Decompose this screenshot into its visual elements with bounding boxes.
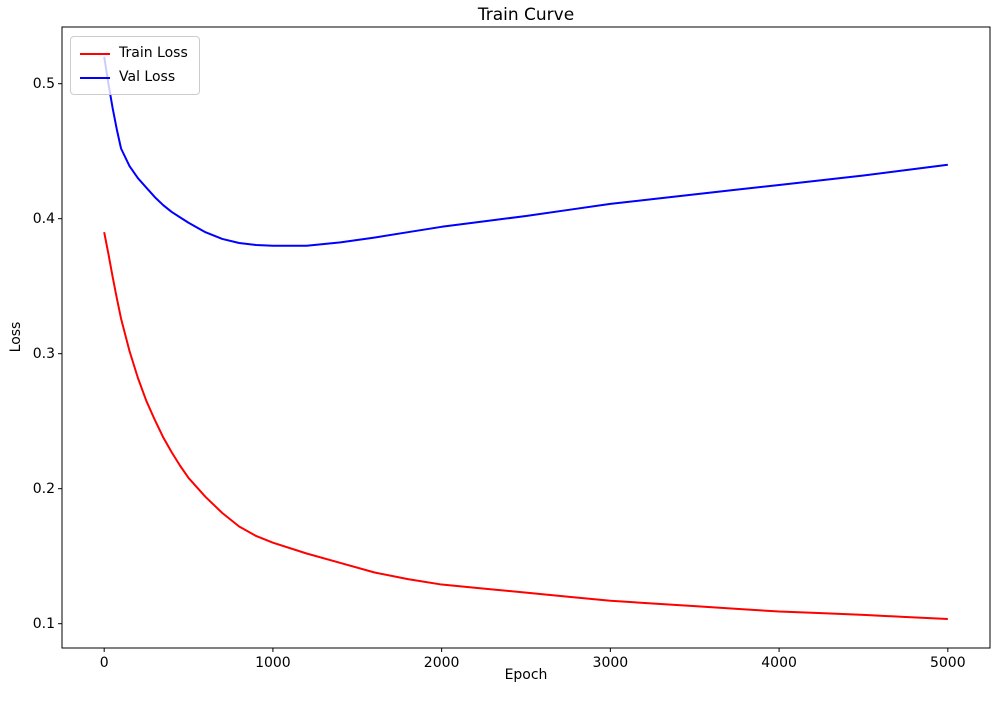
axes-spines bbox=[61, 26, 991, 649]
legend-line-swatch bbox=[80, 76, 110, 79]
y-tick-label: 0.2 bbox=[32, 480, 55, 497]
series-line-val-loss bbox=[103, 56, 948, 247]
x-tick-label: 3000 bbox=[592, 655, 629, 671]
x-tick-label: 1000 bbox=[255, 655, 291, 671]
legend-label: Train Loss bbox=[119, 45, 188, 61]
x-tick-label: 0 bbox=[99, 655, 109, 671]
legend-item-val-loss: Val Loss bbox=[80, 69, 188, 86]
x-tick-label: 4000 bbox=[761, 655, 797, 671]
y-tick-label: 0.4 bbox=[32, 210, 55, 227]
legend-item-train-loss: Train Loss bbox=[80, 45, 188, 62]
y-tick-label: 0.1 bbox=[32, 615, 55, 632]
y-tick-label: 0.5 bbox=[32, 75, 55, 92]
legend-line-swatch bbox=[80, 52, 110, 55]
legend: Train Loss Val Loss bbox=[70, 36, 200, 95]
x-tick-label: 2000 bbox=[423, 655, 460, 671]
x-axis-label: Epoch bbox=[504, 667, 548, 683]
legend-label: Val Loss bbox=[119, 69, 176, 85]
series-line-train-loss bbox=[103, 232, 948, 620]
chart-title: Train Curve bbox=[477, 5, 575, 25]
y-tick-label: 0.3 bbox=[32, 345, 55, 362]
x-tick-label: 5000 bbox=[929, 655, 966, 671]
